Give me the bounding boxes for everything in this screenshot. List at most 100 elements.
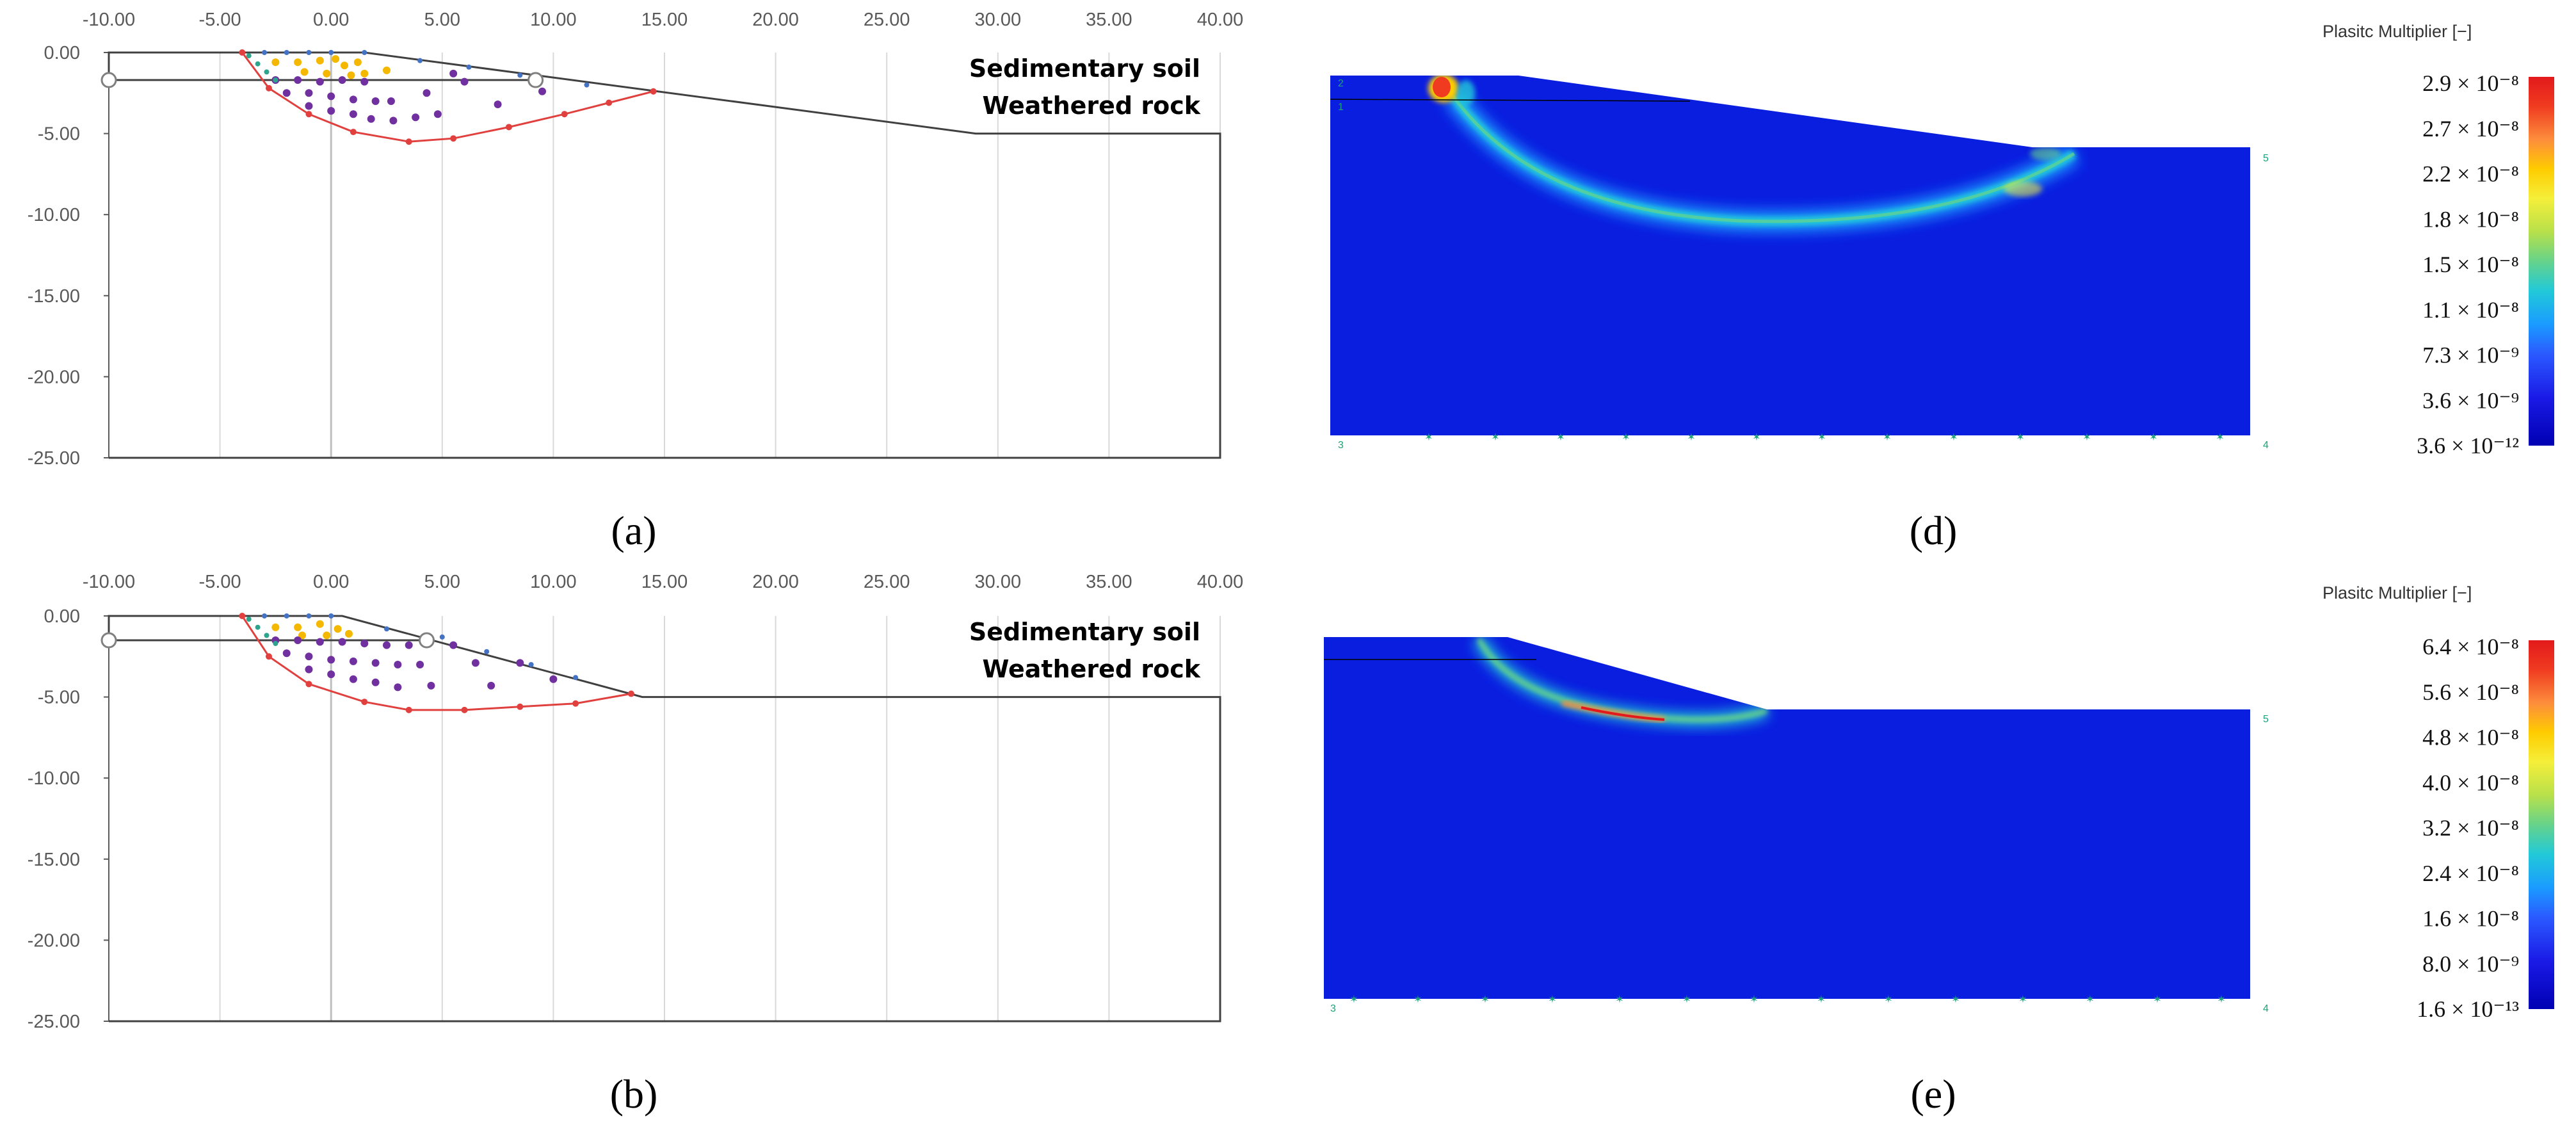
mesh-node-label: 2 [1338,78,1344,89]
failure-surface-point [450,135,457,142]
yellow-grid-point [298,631,307,640]
blue-grid-point [584,82,590,88]
failure-surface-point [606,99,613,106]
purple-grid-point [538,87,547,95]
purple-grid-point [516,659,524,667]
green-grid-point [273,641,278,647]
colorbar-label: 1.6 × 10⁻¹³ [2417,996,2519,1022]
failure-surface-point [572,700,579,707]
failure-surface-point [405,706,412,713]
x-tick-label: 20.00 [752,572,799,592]
purple-grid-point [305,89,313,97]
y-tick-label: -15.00 [28,850,80,870]
purple-grid-point [394,660,402,668]
failure-surface-point [305,681,312,688]
x-tick-label: 15.00 [641,572,688,592]
mesh-node-marker: ✶ [1556,432,1565,443]
failure-surface-point [305,111,312,118]
x-tick-label: -10.00 [83,10,135,30]
yellow-grid-point [332,55,340,63]
purple-grid-point [433,110,442,118]
purple-grid-point [349,657,357,665]
chart-b: -10.00 -5.00 0.00 5.00 10.00 15.00 20.00 25.00 3… [28,572,1244,1032]
purple-grid-point [394,683,402,691]
purple-grid-point [449,69,458,77]
blue-grid-point [528,661,534,667]
failure-surface-point [650,88,657,95]
mesh-node-marker: ✶ [1687,432,1695,443]
purple-grid-point [316,77,324,86]
purple-grid-point [305,652,313,661]
yellow-grid-point [323,69,331,77]
x-tick-label: 30.00 [975,572,1022,592]
purple-grid-point [360,77,369,86]
chart-a: -10.00 -5.00 0.00 5.00 10.00 15.00 20.00 25.00 3… [28,10,1244,469]
purple-grid-point [360,640,369,648]
yellow-grid-point [353,58,362,67]
green-grid-point [264,69,270,75]
failure-surface-point [461,706,468,713]
failure-surface-point [265,653,272,660]
failure-surface-line [241,615,632,711]
green-grid-point [246,53,252,59]
purple-grid-point [305,665,313,674]
x-tick-label: 5.00 [424,10,460,30]
colorbar-label: 2.7 × 10⁻⁸ [2422,116,2519,142]
mesh-node-marker: ✶ [2086,994,2094,1005]
colorbar-label: 5.6 × 10⁻⁸ [2422,679,2519,705]
colorbar-label: 1.8 × 10⁻⁸ [2422,206,2519,232]
layer-line-d [1330,99,1691,102]
yellow-grid-point [323,631,331,640]
failure-surface-point [350,129,357,136]
purple-grid-point [416,660,424,668]
blue-grid-point [284,50,289,55]
mesh-node-marker: ✶ [2082,432,2091,443]
blue-grid-point [328,50,334,55]
failure-surface-point [505,124,512,131]
panel-label-a: (a) [611,508,656,553]
mesh-node-marker: ✶ [1481,994,1489,1005]
x-tick-label: 25.00 [864,10,910,30]
purple-grid-point [294,76,302,85]
mesh-node-marker: ✶ [1883,432,1891,443]
colorbar-label: 8.0 × 10⁻⁹ [2422,951,2519,976]
blue-grid-point [284,613,289,619]
yellow-grid-point [294,58,302,67]
colorbar-strip-e [2529,640,2554,1009]
mesh-node-marker: ✶ [1424,432,1433,443]
panel-label-b: (b) [610,1071,658,1117]
x-tick-label: 10.00 [530,10,577,30]
plastic-zone-e [1472,637,1769,727]
purple-grid-point [316,638,324,646]
x-tick-label: -5.00 [199,572,241,592]
purple-grid-point [327,656,335,664]
purple-grid-point [389,117,398,125]
panel-label-e: (e) [1910,1071,1956,1117]
layer-marker [101,632,117,649]
blue-grid-point [439,634,445,640]
purple-grid-point [412,113,420,122]
y-tick-label: -20.00 [28,367,80,387]
colorbar-label: 3.6 × 10⁻⁹ [2422,387,2519,413]
green-grid-point [264,633,270,638]
colorbar-label: 1.5 × 10⁻⁸ [2422,252,2519,277]
y-tick-label: -20.00 [28,930,80,951]
purple-grid-point [367,115,375,123]
blue-grid-point [466,64,472,70]
x-tick-label: 30.00 [975,10,1022,30]
y-tick-label: 0.00 [44,43,80,63]
purple-grid-point [349,110,357,118]
x-tick-label: 0.00 [313,10,349,30]
colorbar-label: 2.2 × 10⁻⁸ [2422,161,2519,187]
yellow-grid-point [271,623,280,631]
colorbar-label: 6.4 × 10⁻⁸ [2422,634,2519,659]
x-tick-label: 35.00 [1086,572,1132,592]
purple-grid-point [449,641,458,649]
layer-annotation: Sedimentary soil [969,54,1200,83]
purple-grid-point [549,675,558,683]
failure-surface-point [405,138,412,145]
purple-grid-point [405,641,413,649]
green-grid-point [255,624,261,630]
colorbar-title-e: Plasitc Multiplier [−] [2322,583,2472,602]
mesh-node-marker: ✶ [1949,432,1958,443]
